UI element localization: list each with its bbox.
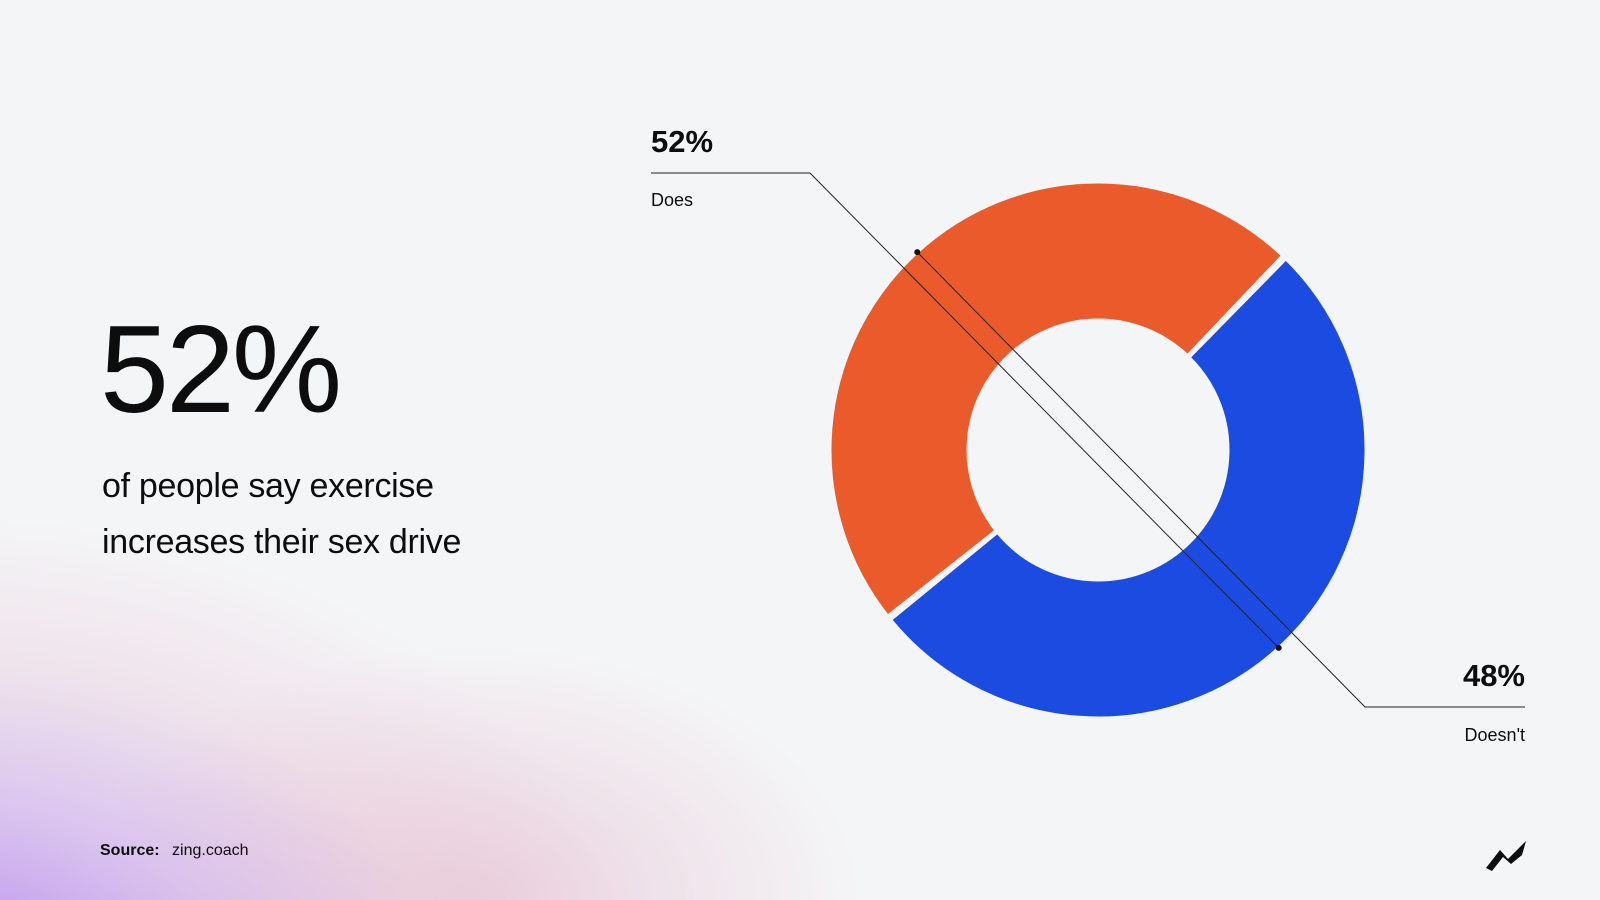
data-label-doesnt-value: 48% [1463, 658, 1525, 693]
label-group-does: 52% Does [651, 124, 1282, 651]
source-label: Source: [100, 842, 160, 859]
donut-hole [968, 320, 1228, 580]
leader-line-doesnt [916, 251, 1525, 708]
zing-logo-icon [1486, 841, 1526, 871]
subheadline: of people say exercise increases their s… [102, 467, 462, 561]
label-group-doesnt: 48% Doesn't [914, 249, 1525, 745]
source-note: Source: zing.coach [100, 842, 249, 860]
data-label-does-name: Does [651, 190, 693, 210]
source-value: zing.coach [172, 842, 249, 859]
headline-stat: 52% [100, 301, 342, 439]
leader-dot-doesnt [914, 249, 921, 256]
data-label-doesnt-name: Doesn't [1465, 725, 1525, 745]
leader-line-does [651, 172, 1280, 649]
data-label-does-value: 52% [651, 124, 713, 159]
leader-dot-does [1275, 644, 1282, 651]
